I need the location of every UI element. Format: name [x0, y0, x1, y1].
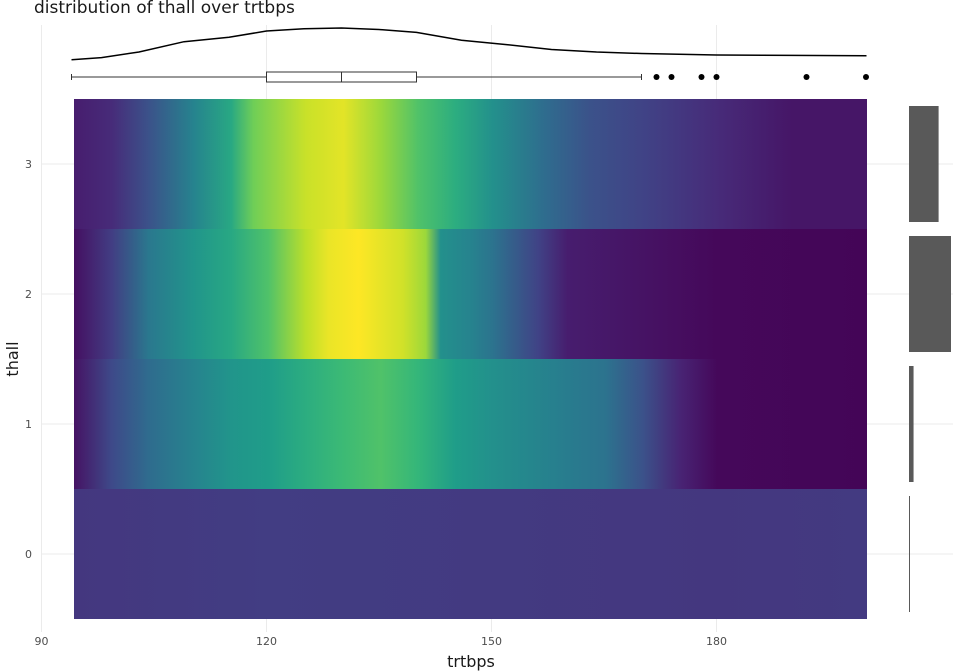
marginal-bars — [909, 106, 951, 612]
heatmap-row-thall-3 — [74, 99, 867, 229]
x-axis-title: trtbps — [447, 652, 495, 671]
x-tick-label: 150 — [481, 635, 502, 648]
boxplot-outlier — [804, 74, 810, 80]
y-tick-label: 3 — [25, 158, 32, 171]
marginal-bar-thall-0 — [909, 496, 910, 612]
x-tick-label: 120 — [256, 635, 277, 648]
y-axis-title: thall — [3, 341, 22, 376]
heatmap-row-thall-2 — [74, 229, 867, 359]
y-tick-label: 1 — [25, 418, 32, 431]
boxplot-outlier — [669, 74, 675, 80]
y-tick-label: 2 — [25, 288, 32, 301]
y-tick-label: 0 — [25, 548, 32, 561]
marginal-bar-thall-1 — [909, 366, 914, 482]
marginal-boxplot — [72, 72, 870, 82]
boxplot-outlier — [714, 74, 720, 80]
heatmap-row-thall-1 — [74, 359, 867, 489]
density-curve — [72, 28, 867, 60]
heatmap-row-thall-0 — [74, 489, 867, 619]
boxplot-outlier — [699, 74, 705, 80]
marginal-bar-thall-3 — [909, 106, 939, 222]
boxplot-outlier — [654, 74, 660, 80]
chart-title: distribution of thall over trtbps — [34, 0, 295, 18]
x-tick-label: 180 — [706, 635, 727, 648]
marginal-density — [72, 28, 867, 60]
boxplot-outlier — [863, 74, 869, 80]
x-tick-label: 90 — [35, 635, 49, 648]
marginal-bar-thall-2 — [909, 236, 951, 352]
heatmap — [74, 99, 867, 619]
